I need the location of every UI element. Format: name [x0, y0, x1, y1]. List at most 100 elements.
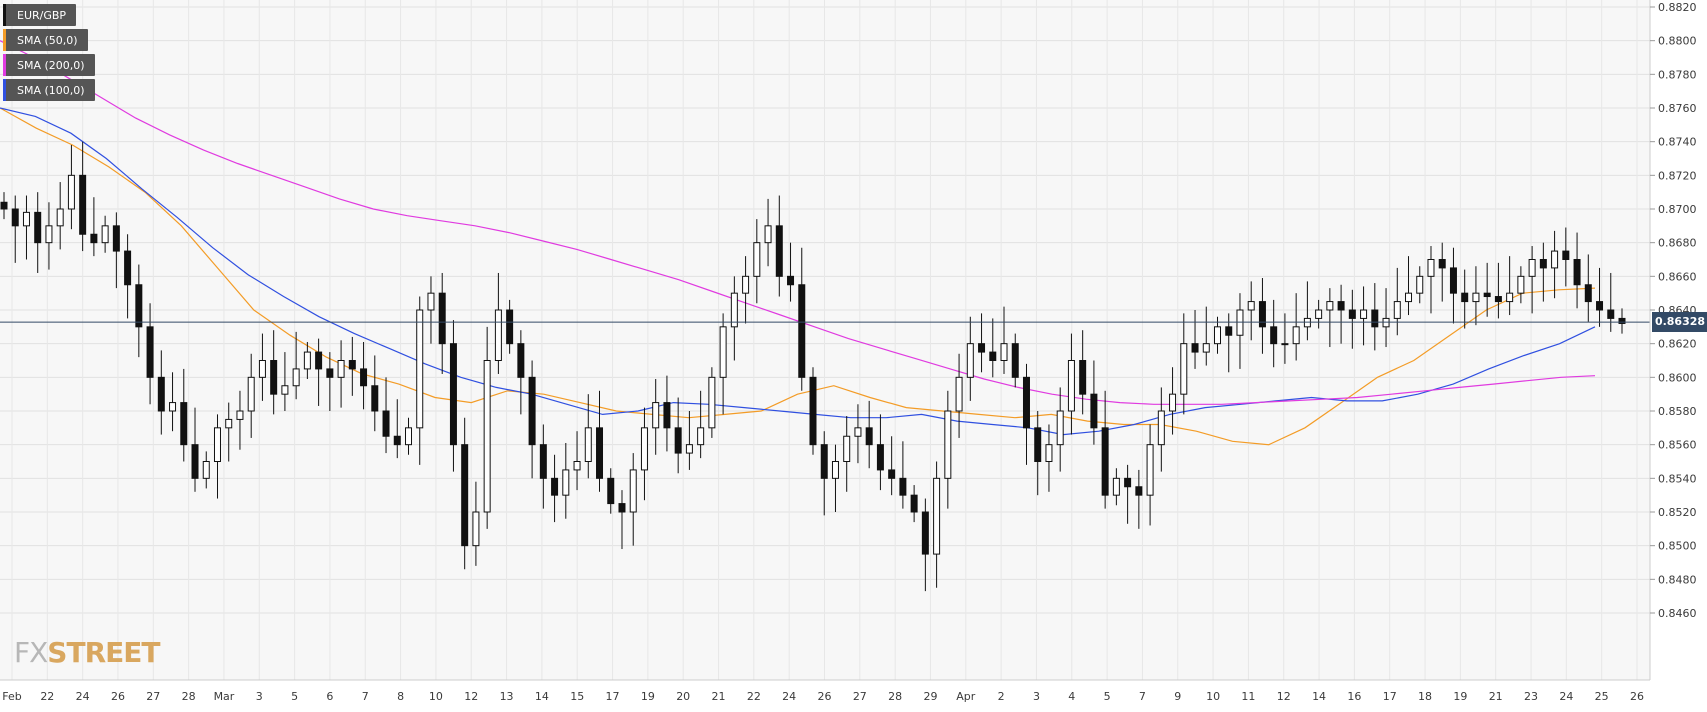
x-tick-label: 21	[1489, 690, 1503, 703]
candle-body	[1112, 477, 1120, 496]
x-tick-label: 15	[570, 690, 584, 703]
candle-body	[798, 284, 806, 378]
candle-body	[1202, 343, 1210, 353]
candle-body	[854, 427, 862, 437]
candle-body	[315, 351, 323, 370]
x-tick-label: 7	[362, 690, 369, 703]
x-tick-label: 12	[464, 690, 478, 703]
candle-body	[652, 402, 660, 429]
candle-body	[809, 376, 817, 446]
candle-body	[775, 225, 783, 277]
candle-body	[506, 309, 514, 345]
y-tick-label: 0.8580	[1658, 405, 1697, 418]
candle-body	[910, 494, 918, 513]
x-tick-label: 17	[1383, 690, 1397, 703]
legend-label: EUR/GBP	[17, 8, 67, 22]
y-tick-label: 0.8820	[1658, 1, 1697, 14]
y-tick-label: 0.8480	[1658, 573, 1697, 586]
candle-body	[1101, 427, 1109, 496]
candle-body	[966, 343, 974, 378]
candle-body	[1584, 284, 1592, 303]
x-tick-label: 22	[747, 690, 761, 703]
candles	[0, 141, 1626, 592]
candle-body	[1607, 309, 1615, 319]
y-tick-label: 0.8660	[1658, 270, 1697, 283]
candle-body	[539, 444, 547, 479]
candle-body	[742, 275, 750, 294]
x-tick-label: 3	[1033, 690, 1040, 703]
candle-body	[1449, 267, 1457, 294]
candle-body	[1090, 393, 1098, 429]
candle-body	[685, 444, 693, 454]
candle-body	[1326, 301, 1334, 311]
candle-body	[472, 511, 480, 547]
candle-body	[719, 326, 727, 378]
x-tick-label: 27	[146, 690, 160, 703]
candle-body	[1472, 292, 1480, 303]
x-tick-label: 3	[256, 690, 263, 703]
x-tick-label: 11	[1241, 690, 1255, 703]
y-tick-label: 0.8520	[1658, 506, 1697, 519]
y-tick-label: 0.8720	[1658, 169, 1697, 182]
candle-body	[708, 376, 716, 429]
x-tick-label: 21	[712, 690, 726, 703]
candle-body	[1562, 250, 1570, 260]
legend-label: SMA (200,0)	[17, 58, 85, 72]
legend-item-sma100[interactable]: SMA (100,0)	[3, 79, 95, 101]
candle-body	[382, 410, 390, 437]
candle-body	[1596, 301, 1604, 311]
candle-body	[573, 461, 581, 471]
x-tick-label: 24	[782, 690, 796, 703]
x-tick-label: 9	[1174, 690, 1181, 703]
x-tick-label: 19	[1453, 690, 1467, 703]
candle-body	[146, 326, 154, 378]
candle-body	[978, 343, 986, 353]
candle-body	[270, 360, 278, 395]
candle-body	[921, 511, 929, 555]
candle-body	[1258, 301, 1266, 328]
candle-body	[1315, 309, 1323, 319]
candle-body	[1337, 301, 1345, 311]
candle-body	[1056, 410, 1064, 446]
logo-fx: FX	[14, 636, 48, 669]
candle-body	[1371, 309, 1379, 328]
candle-body	[34, 211, 42, 244]
legend-swatch	[3, 54, 6, 76]
candle-body	[101, 225, 109, 244]
candle-body	[1528, 259, 1536, 277]
legend-item-eurgbp[interactable]: EUR/GBP	[3, 4, 77, 26]
legend-item-sma200[interactable]: SMA (200,0)	[3, 54, 95, 76]
x-tick-label: 26	[818, 690, 832, 703]
x-tick-label: 20	[676, 690, 690, 703]
current-price-tag: 0.86328	[1652, 312, 1707, 333]
candle-body	[933, 477, 941, 555]
y-tick-label: 0.8800	[1658, 35, 1697, 48]
candle-body	[22, 211, 30, 227]
candle-body	[1191, 343, 1199, 353]
candle-body	[157, 376, 165, 412]
candle-body	[1517, 275, 1525, 294]
y-tick-label: 0.8780	[1658, 68, 1697, 81]
fxstreet-logo: FXSTREET	[14, 636, 160, 669]
candle-body	[1079, 360, 1087, 395]
legend-item-sma50[interactable]: SMA (50,0)	[3, 29, 88, 51]
candle-body	[79, 174, 87, 235]
candle-body	[213, 427, 221, 463]
candle-body	[393, 435, 401, 446]
candle-body	[663, 402, 671, 429]
candle-body	[1022, 376, 1030, 429]
candle-body	[944, 410, 952, 479]
x-tick-label: Feb	[2, 690, 21, 703]
x-tick-label: 17	[606, 690, 620, 703]
y-tick-label: 0.8500	[1658, 540, 1697, 553]
x-tick-label: 6	[326, 690, 333, 703]
candle-body	[640, 427, 648, 471]
candle-body	[1270, 326, 1278, 345]
candle-body	[348, 360, 356, 370]
y-axis: 0.8460 0.8480 0.8500 0.8520 0.8540 0.8560 0.85…	[1650, 1, 1697, 620]
candle-body	[1416, 275, 1424, 294]
candle-body	[337, 360, 345, 378]
candle-body	[483, 360, 491, 513]
x-tick-label: 22	[40, 690, 54, 703]
candle-body	[1461, 292, 1469, 303]
